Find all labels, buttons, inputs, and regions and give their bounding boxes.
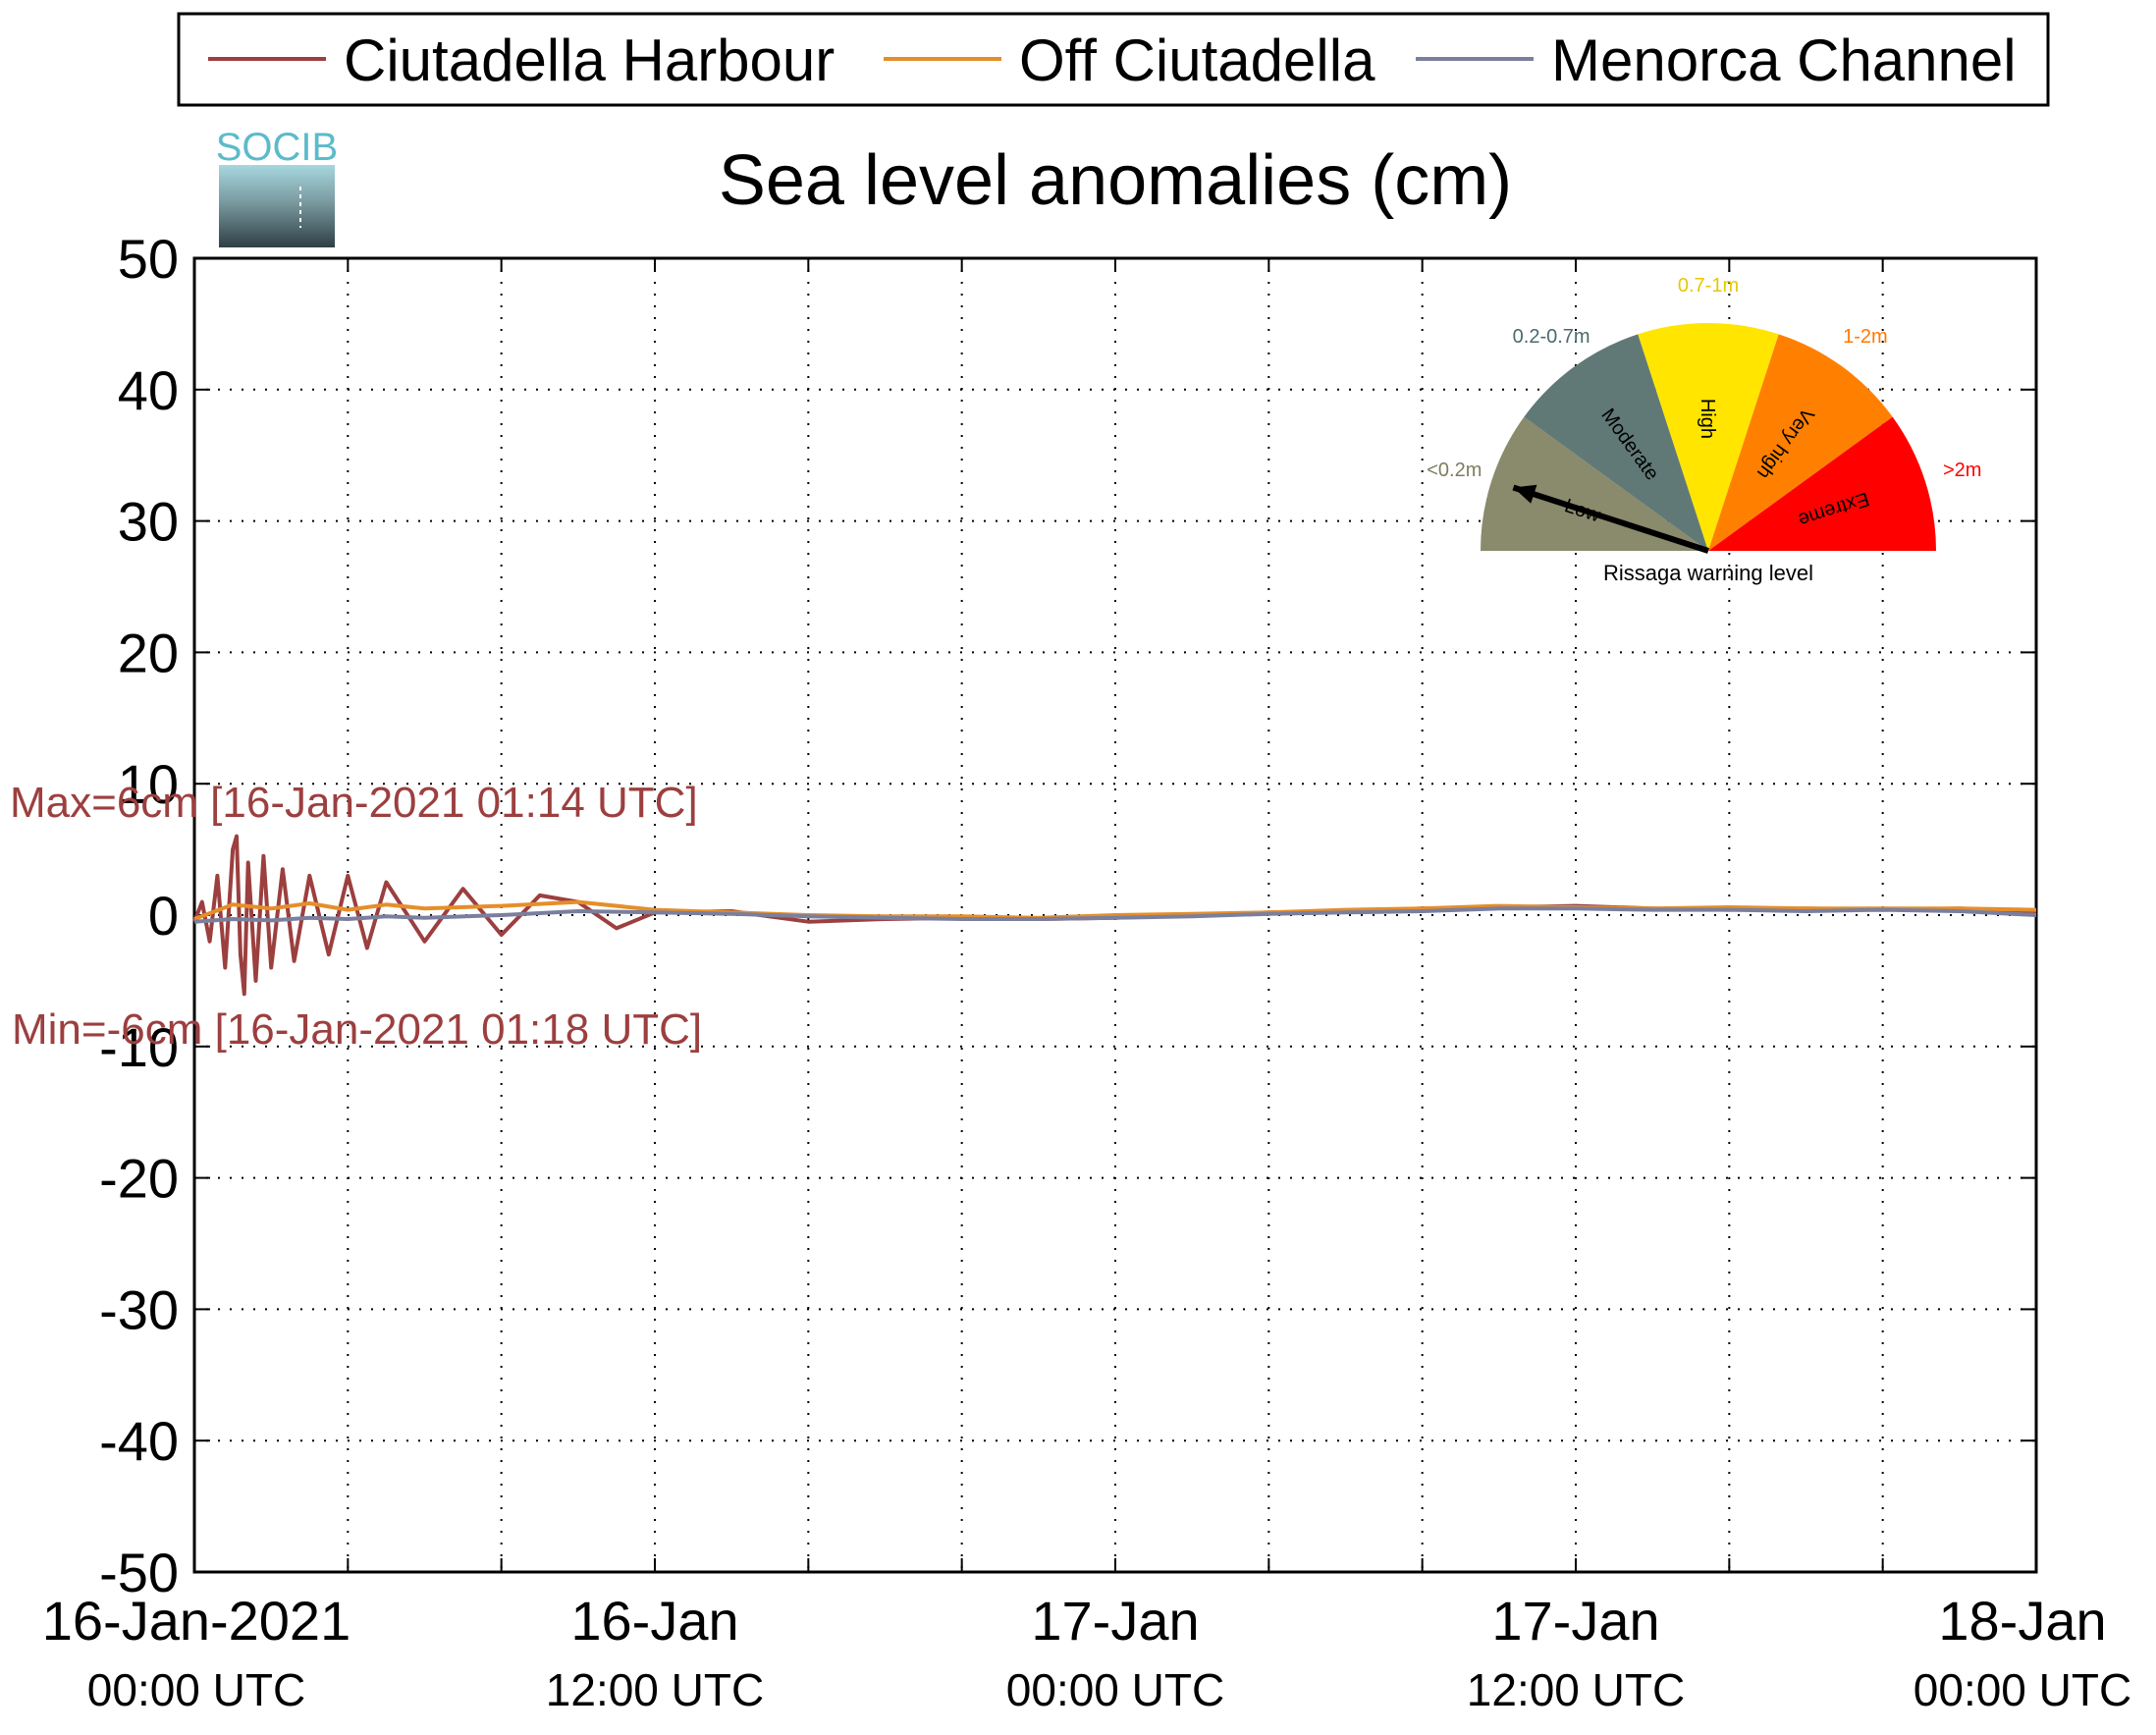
series-line-menorca-channel (193, 906, 2037, 924)
x-tick-label-date: 17-Jan (1031, 1590, 1199, 1652)
x-tick-label-time: 12:00 UTC (546, 1664, 764, 1715)
min-annotation: Min=-6cm [16-Jan-2021 01:18 UTC] (12, 1005, 702, 1054)
y-tick-label: 40 (118, 359, 179, 421)
gauge-sector (1708, 334, 1893, 551)
y-tick-label: 50 (118, 228, 179, 290)
legend-label: Ciutadella Harbour (344, 27, 835, 93)
y-tick-label: -50 (99, 1542, 179, 1603)
x-tick-label-date: 16-Jan-2021 (42, 1590, 350, 1652)
y-tick-labels: 50 40 30 20 10 0 -10 -20 -30 -40 -50 (99, 228, 179, 1603)
x-tick-label-time: 00:00 UTC (1006, 1664, 1224, 1715)
y-tick-label: 0 (148, 885, 179, 947)
gauge-level-name: High (1697, 399, 1718, 439)
gauge-sector (1481, 416, 1708, 551)
x-tick-label-time: 12:00 UTC (1467, 1664, 1685, 1715)
x-tick-label-time: 00:00 UTC (87, 1664, 305, 1715)
gauge-title: Rissaga warning level (1603, 561, 1813, 585)
legend-label: Off Ciutadella (1019, 27, 1375, 93)
y-tick-label: 20 (118, 622, 179, 683)
gauge-range-label: 1-2m (1843, 326, 1888, 348)
gauge-needle-head (1513, 484, 1537, 504)
series-lines (192, 834, 2037, 997)
gauge-range-label: 0.2-0.7m (1513, 326, 1590, 348)
socib-logo: SOCIB (216, 126, 338, 247)
y-tick-label: -40 (99, 1410, 179, 1472)
socib-logo-block (219, 165, 335, 247)
gauge-sector (1524, 334, 1708, 551)
legend: Ciutadella Harbour Off Ciutadella Menorca … (177, 12, 2050, 107)
legend-box (177, 12, 2050, 107)
gauge-range-label: 0.7-1m (1678, 275, 1739, 297)
x-tick-labels: 16-Jan-2021 00:00 UTC 16-Jan 12:00 UTC 17-Ja… (42, 1590, 2131, 1715)
y-tick-label: -10 (99, 1016, 179, 1078)
gauge-needle (1512, 484, 1709, 554)
y-tick-label: -30 (99, 1278, 179, 1340)
y-tick-label: -20 (99, 1148, 179, 1210)
rissaga-gauge: <0.2mLow0.2-0.7mModerate0.7-1mHigh1-2mVe… (1427, 275, 1981, 585)
socib-logo-text: SOCIB (216, 126, 338, 169)
x-tick-label-date: 18-Jan (1938, 1590, 2106, 1652)
x-tick-label-date: 16-Jan (570, 1590, 738, 1652)
gauge-sector (1638, 323, 1779, 551)
gauge-range-label: >2m (1943, 460, 1981, 481)
legend-label: Menorca Channel (1551, 27, 2017, 93)
gauge-range-label: <0.2m (1427, 460, 1482, 481)
max-annotation: Max=6cm [16-Jan-2021 01:14 UTC] (10, 779, 698, 827)
x-tick-label-time: 00:00 UTC (1913, 1664, 2131, 1715)
y-tick-label: 10 (118, 753, 179, 815)
y-tick-label: 30 (118, 491, 179, 553)
gauge-sector (1708, 416, 1936, 551)
axis-ticks (193, 257, 2036, 1573)
chart-title: Sea level anomalies (cm) (719, 141, 1512, 220)
x-tick-label-date: 17-Jan (1491, 1590, 1659, 1652)
